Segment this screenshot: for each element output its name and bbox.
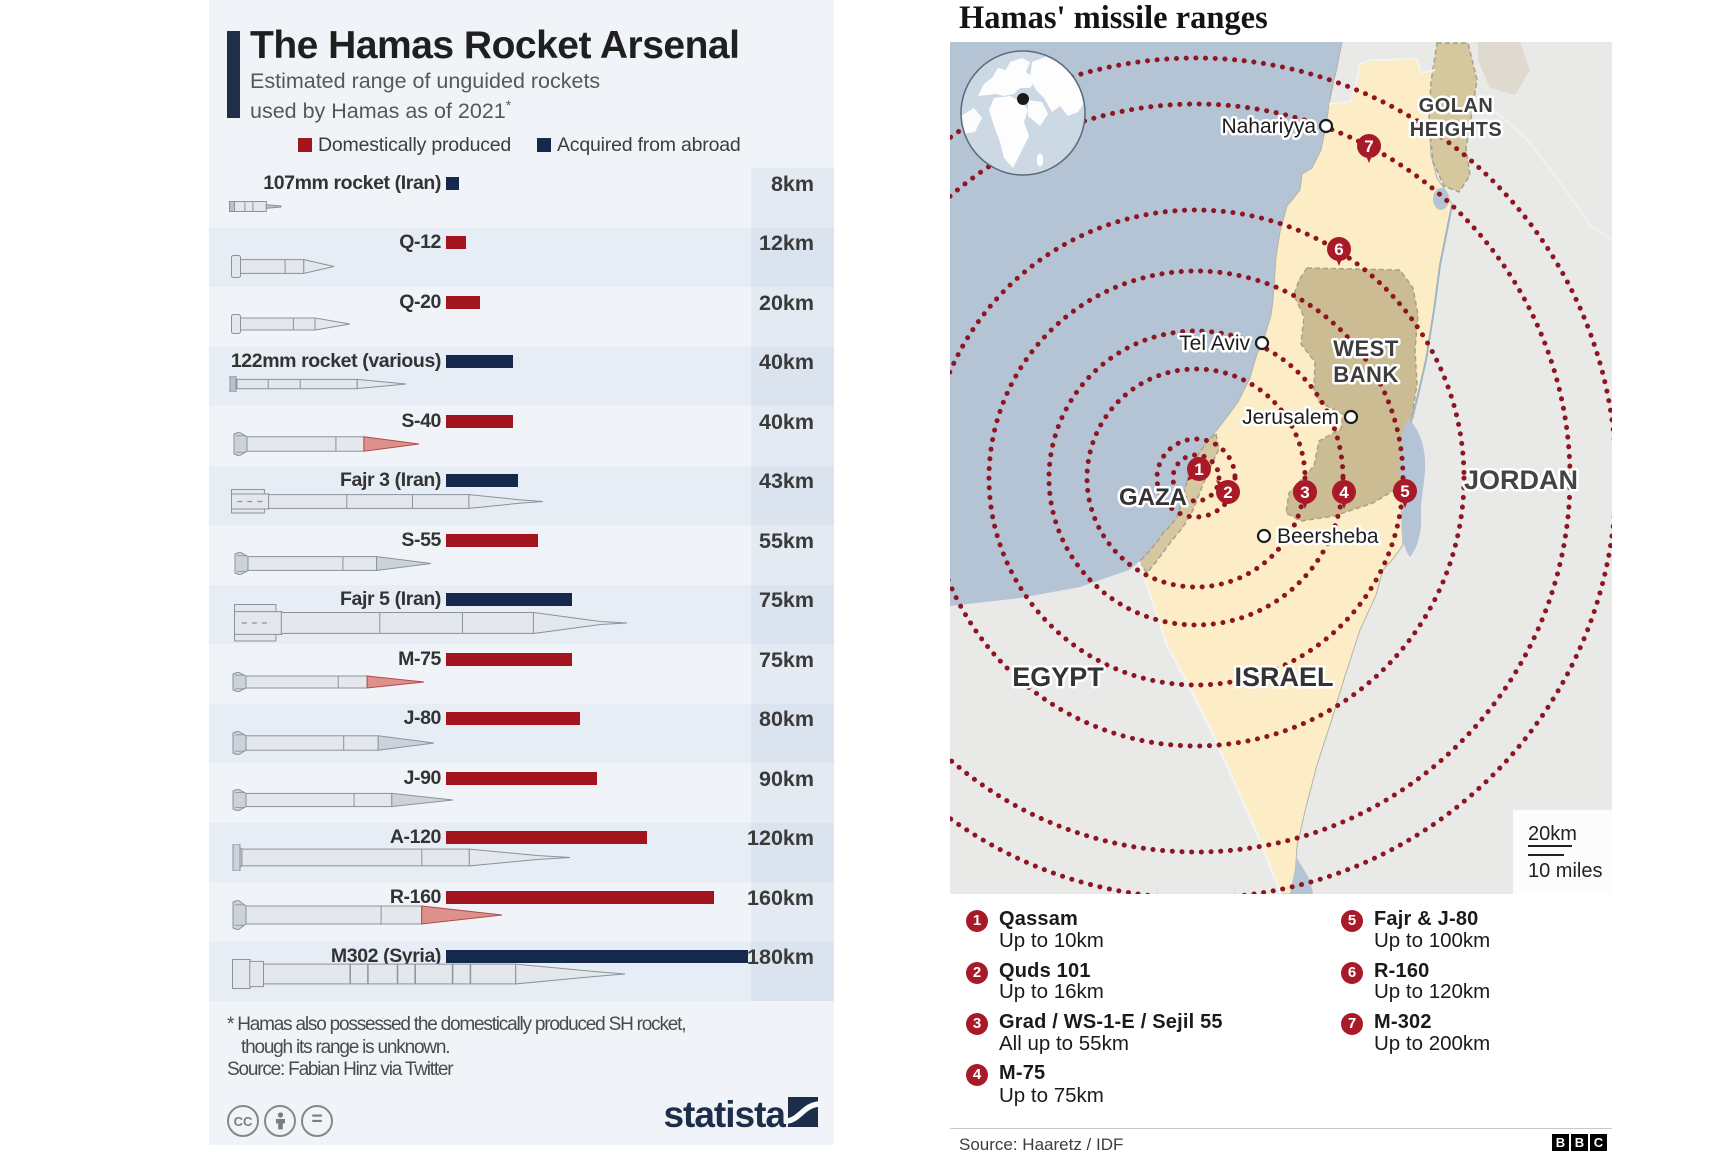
svg-text:EGYPT: EGYPT [1012,662,1104,692]
svg-text:BANK: BANK [1333,362,1399,387]
svg-text:Nahariyya: Nahariyya [1221,115,1316,138]
svg-text:4: 4 [1339,483,1349,502]
svg-text:GAZA: GAZA [1119,484,1187,511]
svg-text:1: 1 [1194,460,1203,479]
svg-text:2: 2 [1223,483,1232,502]
svg-text:5: 5 [1400,482,1409,501]
svg-text:Jerusalem: Jerusalem [1242,406,1339,429]
svg-text:Beersheba: Beersheba [1277,525,1379,548]
svg-text:JORDAN: JORDAN [1464,465,1578,495]
svg-text:3: 3 [1300,483,1309,502]
svg-text:Tel Aviv: Tel Aviv [1179,332,1250,355]
svg-text:WEST: WEST [1333,336,1399,361]
svg-text:20km: 20km [1528,823,1577,845]
svg-text:7: 7 [1364,137,1373,156]
svg-text:6: 6 [1334,240,1343,259]
svg-text:HEIGHTS: HEIGHTS [1410,119,1502,141]
svg-text:10 miles: 10 miles [1528,860,1602,882]
svg-text:ISRAEL: ISRAEL [1234,662,1333,692]
svg-text:GOLAN: GOLAN [1419,95,1494,117]
